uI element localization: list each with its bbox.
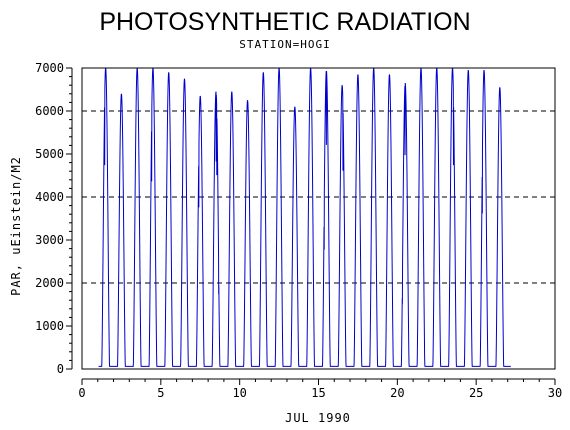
y-tick-label: 3000 [35, 233, 64, 247]
chart-subtitle: STATION=HOGI [239, 38, 330, 51]
plot-frame [81, 67, 556, 370]
x-axis-label: JUL 1990 [285, 411, 351, 425]
y-tick-label: 1000 [35, 319, 64, 333]
x-tick-label: 15 [311, 386, 325, 400]
y-axis-label: PAR, uEinstein/M2 [9, 156, 23, 296]
x-tick-label: 5 [157, 386, 164, 400]
y-tick-label: 2000 [35, 276, 64, 290]
chart-title: PHOTOSYNTHETIC RADIATION [99, 8, 470, 36]
y-tick-label: 7000 [35, 61, 64, 75]
y-tick-label: 0 [57, 362, 64, 376]
axes: 0 5 10 15 20 25 30 0 1000 2000 3000 4000 5000 6000 700… [35, 61, 562, 400]
reference-lines [82, 110, 555, 284]
y-tick-label: 6000 [35, 104, 64, 118]
x-tick-label: 25 [469, 386, 483, 400]
data-series [98, 67, 511, 367]
x-tick-label: 0 [78, 386, 85, 400]
y-tick-label: 4000 [35, 190, 64, 204]
x-tick-label: 10 [232, 386, 246, 400]
y-tick-label: 5000 [35, 147, 64, 161]
x-tick-label: 30 [548, 386, 562, 400]
x-tick-label: 20 [390, 386, 404, 400]
par-series-line [98, 67, 511, 367]
